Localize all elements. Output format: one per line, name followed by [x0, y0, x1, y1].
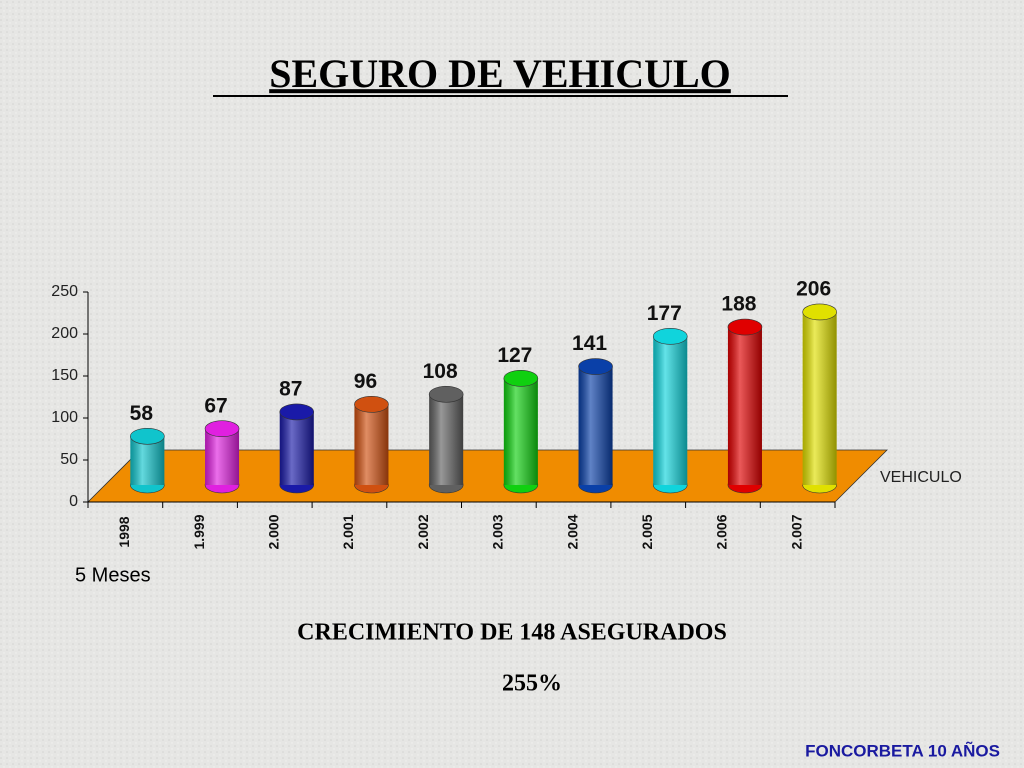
bar-shade	[802, 311, 837, 485]
y-tick-label: 0	[69, 493, 78, 510]
bar-shade	[653, 336, 688, 485]
data-label: 67	[204, 394, 227, 417]
bar-top	[578, 358, 613, 375]
y-tick-label: 150	[51, 367, 78, 384]
bar-top	[204, 420, 240, 438]
x-tick-label: 2.001	[340, 514, 356, 549]
footer: FONCORBETA 10 AÑOS	[805, 740, 1000, 760]
bar-shade	[578, 366, 613, 485]
bar-top	[130, 427, 165, 445]
caption: CRECIMIENTO DE 148 ASEGURADOS	[297, 620, 727, 646]
data-label: 177	[647, 302, 682, 325]
bar-shade	[354, 404, 389, 485]
x-tick-label: 2.002	[415, 514, 431, 549]
annotation: 5 Meses	[75, 564, 151, 586]
data-label: 87	[279, 377, 302, 400]
bar-shade	[205, 428, 240, 485]
x-tick-label: 2.005	[639, 514, 655, 549]
bar-top	[802, 303, 837, 321]
bar-top	[354, 396, 389, 413]
bar-shade	[429, 394, 464, 485]
x-tick-label: 2.007	[788, 514, 804, 549]
x-tick-label: 2.004	[564, 514, 580, 549]
data-label: 58	[130, 402, 154, 425]
y-tick-label: 50	[60, 451, 78, 468]
x-tick-label: 2.006	[714, 514, 730, 549]
data-label: 141	[572, 332, 607, 355]
data-label: 96	[354, 370, 377, 393]
data-label: 188	[721, 293, 756, 316]
y-tick-label: 250	[51, 283, 78, 300]
y-tick-label: 200	[51, 325, 78, 342]
x-tick-label: 1.999	[191, 514, 207, 549]
percentage: 255%	[502, 671, 562, 697]
bar-top	[727, 318, 763, 336]
slide-title: SEGURO DE VEHICULO	[269, 51, 731, 96]
legend-label: VEHICULO	[880, 469, 962, 486]
x-tick-label: 1998	[116, 516, 132, 547]
bar-top	[652, 328, 688, 345]
bar-top	[503, 370, 539, 387]
x-tick-label: 2.003	[490, 514, 506, 549]
bar-top	[428, 385, 464, 403]
data-label: 206	[796, 278, 831, 301]
data-label: 127	[497, 344, 532, 367]
bar-shade	[503, 378, 538, 485]
data-label: 108	[423, 360, 458, 383]
bar-top	[279, 403, 315, 421]
y-tick-label: 100	[51, 409, 78, 426]
bar-shade	[279, 411, 314, 485]
x-tick-label: 2.000	[265, 514, 281, 549]
bar-shade	[727, 327, 762, 485]
